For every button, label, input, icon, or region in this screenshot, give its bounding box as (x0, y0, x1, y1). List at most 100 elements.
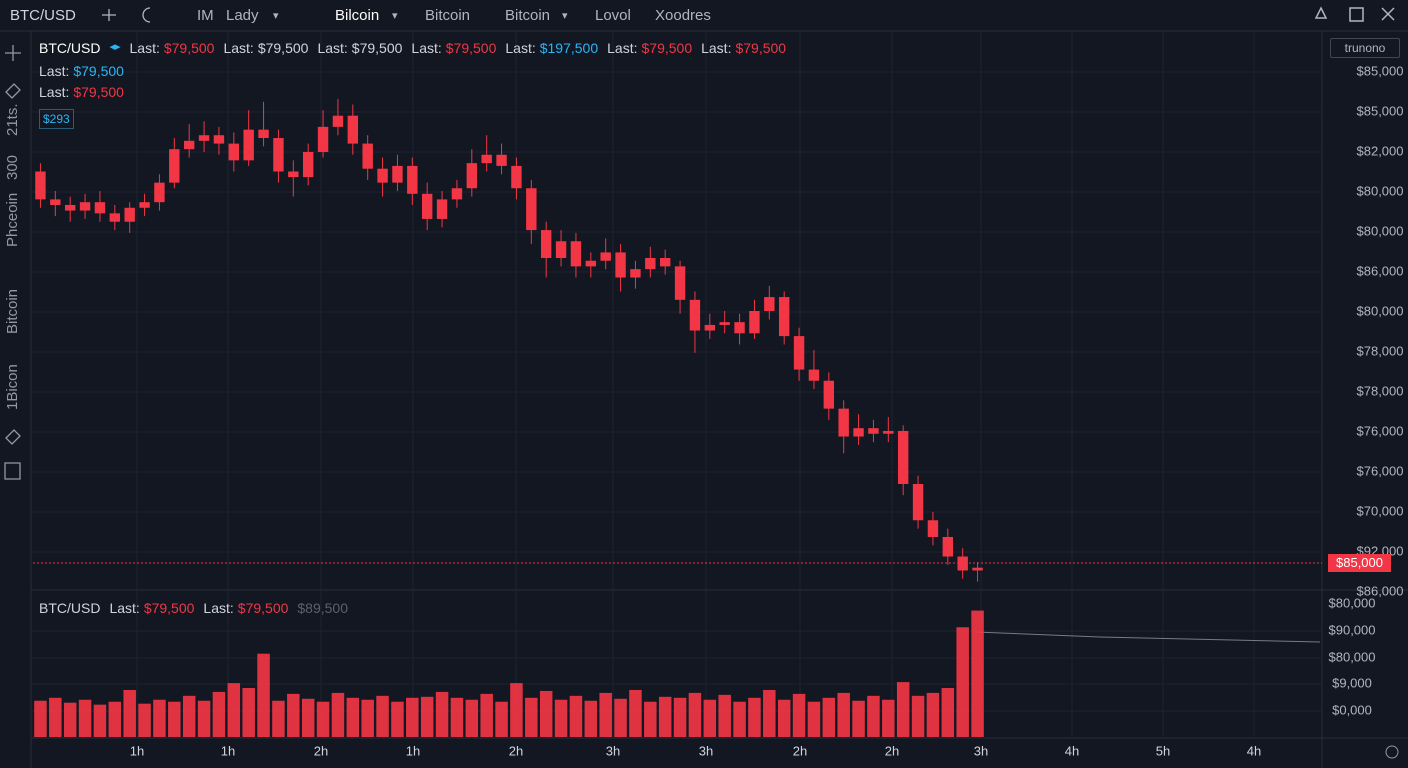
candle-body (392, 165, 403, 183)
legend-row: Last: $79,500 (39, 63, 124, 79)
legend-symbol: BTC/USD (39, 40, 101, 56)
side-label: Bitcoin (4, 288, 21, 334)
legend-label: Last: (39, 63, 70, 79)
candle-body (511, 165, 522, 189)
toolbar-item[interactable]: Lady (226, 7, 259, 24)
dropdown-caret[interactable]: ▾ (392, 10, 398, 22)
volume-bar (227, 683, 241, 737)
side-tool-icons[interactable] (4, 45, 21, 480)
legend-entry: Last: $79,500 (39, 84, 124, 100)
legend-label: Last: (39, 84, 70, 100)
candle-body (64, 204, 76, 211)
price-axis-label: $82,000 (1357, 143, 1404, 158)
candle-body (79, 202, 91, 211)
legend-row: BTC/USD ◂▸ Last: $79,500 Last: $79,500 Last:… (39, 40, 786, 56)
time-label: 1h (221, 743, 235, 758)
volume-bar (852, 700, 865, 737)
candle-body (302, 151, 314, 178)
time-label: 2h (793, 743, 807, 758)
time-label: 4h (1065, 743, 1079, 758)
candle-body (139, 202, 150, 208)
candle-body (585, 260, 597, 267)
volume-bar (510, 683, 523, 737)
toolbar-item[interactable]: Bitcoin (505, 7, 551, 24)
legend-symbol: BTC/USD (39, 600, 101, 616)
badge: $293 (39, 109, 74, 129)
toolbar-item[interactable]: IM (197, 7, 214, 24)
candle-body (808, 369, 820, 381)
price-axis-label: $85,000 (1357, 103, 1404, 118)
legend-label: Last: (505, 40, 536, 56)
candle-body (496, 154, 507, 166)
legend-entry: Last: $79,500 (39, 63, 124, 79)
dropdown-caret[interactable]: ▾ (273, 10, 279, 22)
side-label: 21ts. (4, 103, 21, 136)
candle-body (332, 115, 344, 127)
volume-bar (272, 700, 285, 737)
volume-bar (316, 701, 330, 737)
volume-axis-label: $90,000 (1329, 622, 1376, 637)
price-axis-label: $78,000 (1357, 343, 1404, 358)
legend-entry: Last: $79,500 (130, 40, 215, 56)
volume-bar (212, 691, 226, 737)
candle-body (645, 257, 656, 270)
candle-body (912, 483, 924, 521)
volume-bar (182, 695, 196, 737)
volume-bar (658, 696, 672, 737)
candle-body (213, 135, 225, 144)
legend-icon[interactable]: ◂▸ (109, 41, 121, 53)
volume-bar (614, 698, 627, 737)
volume-bar (93, 704, 107, 737)
toolbar-item[interactable]: Bilcoin (335, 7, 380, 24)
candle-body (734, 322, 745, 334)
candle-body (749, 311, 760, 334)
legend-row: Last: $79,500 (39, 84, 124, 100)
toolbar-item[interactable]: Xoodres (655, 7, 711, 24)
candle-body (407, 165, 418, 194)
volume-axis-label: $80,000 (1329, 595, 1376, 610)
volume-bar (138, 703, 151, 737)
volume-legend: BTC/USD Last: $79,500 Last: $79,500 $89,500 (39, 600, 348, 616)
price-axis-label: $76,000 (1357, 423, 1404, 438)
legend-entry: Last: $79,500 (607, 40, 692, 56)
axis-button[interactable]: trunono (1330, 38, 1400, 58)
window-controls[interactable] (1314, 6, 1395, 22)
volume-bar (673, 697, 687, 737)
time-label: 5h (1156, 743, 1170, 758)
dropdown-caret[interactable]: ▾ (562, 10, 568, 22)
candle-body (615, 252, 626, 278)
volume-bar (331, 692, 345, 737)
candle-body (793, 336, 805, 370)
volume-bar (63, 702, 77, 737)
volume-bar (956, 627, 969, 737)
candle-body (169, 149, 180, 183)
candle-body (451, 188, 463, 200)
candle-body (674, 266, 686, 300)
price-axis-label: $78,000 (1357, 383, 1404, 398)
price-axis-label: $80,000 (1357, 223, 1404, 238)
current-price-label: $85,000 (1328, 554, 1391, 572)
legend-label: Last: (607, 40, 638, 56)
volume-bar (420, 696, 434, 737)
time-label: 1h (130, 743, 144, 758)
settings-icon[interactable] (1385, 745, 1399, 759)
toolbar-item[interactable]: Lovol (595, 7, 631, 24)
volume-bar (599, 692, 612, 737)
toolbar-item[interactable]: Bitcoin (425, 7, 471, 24)
price-axis-label: $80,000 (1357, 183, 1404, 198)
legend-value: $79,500 (73, 63, 124, 79)
candle-body (540, 230, 552, 258)
toolbar-icons[interactable] (102, 7, 151, 23)
time-label: 2h (509, 743, 523, 758)
candle-body (317, 126, 329, 152)
side-label: 300 (4, 154, 21, 180)
volume-bar (807, 701, 821, 737)
candle-body (630, 269, 641, 278)
time-label: 2h (314, 743, 328, 758)
volume-bar (168, 701, 181, 737)
symbol[interactable]: BTC/USD (10, 7, 76, 24)
volume-bar (346, 697, 360, 737)
candle-body (288, 171, 299, 178)
